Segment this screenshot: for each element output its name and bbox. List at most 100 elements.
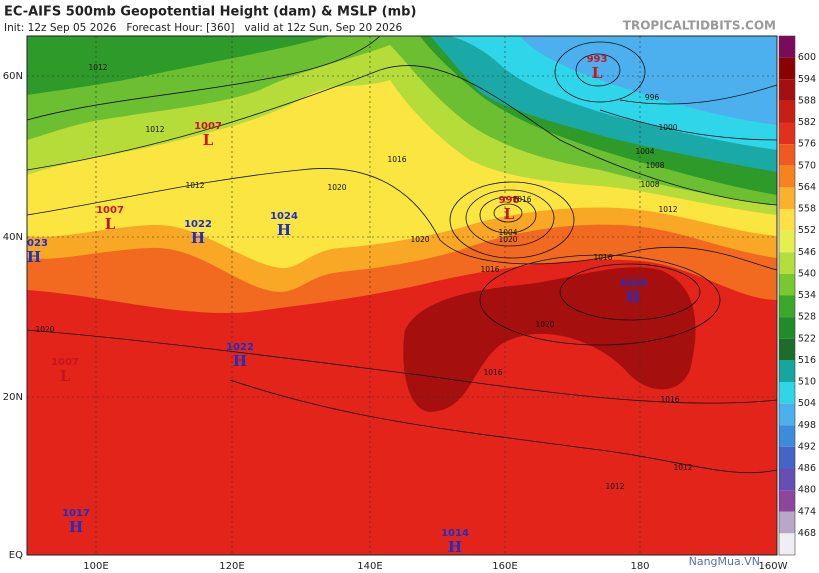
colorbar-swatch (779, 511, 795, 534)
colorbar-label: 558 (798, 204, 816, 215)
isobar (559, 263, 701, 321)
colorbar-label: 474 (798, 506, 816, 517)
isobar (619, 84, 777, 105)
isobar (479, 254, 721, 346)
colorbar-swatch (779, 295, 795, 318)
colorbar-label: 564 (798, 182, 816, 193)
isobar (27, 168, 777, 271)
isobar-label: 1012 (145, 125, 164, 134)
pressure-value: 1007 (194, 121, 222, 132)
isobar (479, 196, 537, 234)
isobar-label: 1016 (480, 265, 499, 274)
pressure-letter: L (592, 64, 603, 82)
colorbar-swatch (779, 209, 795, 231)
isobar-label: 1012 (673, 463, 692, 472)
pressure-value: 1029 (619, 278, 647, 289)
colorbar-swatch (779, 230, 795, 253)
pressure-letter: H (233, 352, 247, 370)
isobar-label: 1012 (658, 205, 677, 214)
isobar (27, 36, 381, 121)
pressure-value: 1022 (184, 219, 212, 230)
colorbar-frame (778, 35, 796, 556)
colorbar-label: 588 (798, 95, 816, 106)
colorbar-label: 546 (798, 247, 816, 258)
isobar-label: 1016 (512, 195, 531, 204)
colorbar-label: 552 (798, 225, 816, 236)
pressure-value: 1022 (226, 342, 254, 353)
colorbar-swatch (779, 187, 795, 209)
isobar-label: 1004 (635, 147, 654, 156)
isobar-label: 1008 (645, 161, 664, 170)
pressure-value: 993 (587, 54, 608, 65)
title: EC-AIFS 500mb Geopotential Height (dam) … (4, 5, 416, 20)
colorbar-swatch (779, 360, 795, 382)
colorbar-label: 498 (798, 420, 816, 431)
colorbar-swatch (779, 57, 795, 80)
colorbar-label: 510 (798, 377, 816, 388)
pressure-letter: L (504, 205, 515, 223)
isobars (27, 36, 777, 474)
isobar-label: 1000 (658, 123, 677, 132)
isobar-label: 1020 (498, 235, 517, 244)
grid (27, 36, 777, 555)
pressure-letter: H (191, 229, 205, 247)
pressure-letter: H (277, 221, 291, 239)
longitude-label: 180 (630, 561, 649, 572)
colorbar-label: 570 (798, 160, 816, 171)
colorbar-label: 600 (798, 52, 816, 63)
colorbar-label: 468 (798, 528, 816, 539)
isobar-label: 1016 (483, 368, 502, 377)
isobar (449, 181, 575, 259)
colorbar-label: 516 (798, 355, 816, 366)
latitude-label: 60N (3, 71, 23, 82)
colorbar-swatch (779, 425, 795, 447)
isobar (27, 329, 777, 404)
pressure-value: 1023 (20, 238, 48, 249)
source: TROPICALTIDBITS.COM (623, 19, 776, 33)
colorbar-swatch (779, 403, 795, 426)
colorbar-swatch (779, 165, 795, 188)
longitude-label: 140E (357, 561, 382, 572)
map-frame (26, 35, 778, 556)
isobar-label: 1016 (387, 155, 406, 164)
isobar-label: 1012 (88, 63, 107, 72)
colorbar-swatch (779, 490, 795, 512)
colorbar-label: 492 (798, 441, 816, 452)
colorbar: 600 594 588 582 576 570 564 558 552 546 540 534 528 5… (778, 35, 816, 556)
isobar (493, 203, 523, 223)
colorbar-swatch (779, 468, 795, 491)
isobar-label: 1004 (498, 228, 517, 237)
latitude-label: EQ (9, 550, 23, 561)
isobar-label: 1012 (605, 482, 624, 491)
colorbar-swatch (779, 338, 795, 361)
longitude-label: 100E (83, 561, 108, 572)
longitude-label: 160W (759, 561, 788, 572)
pressure-letter: L (203, 131, 214, 149)
latitude-label: 20N (3, 392, 23, 403)
longitude-label: 120E (219, 561, 244, 572)
latitude-label: 40N (3, 232, 23, 243)
pressure-value: 996 (499, 195, 520, 206)
colorbar-label: 576 (798, 139, 816, 150)
pressure-letter: H (626, 288, 640, 306)
colorbar-label: 522 (798, 333, 816, 344)
colorbar-swatch (779, 36, 795, 58)
isobar-label: 1016 (660, 395, 679, 404)
isobar (575, 53, 621, 87)
colorbar-swatch (779, 144, 795, 166)
colorbar-label: 594 (798, 74, 816, 85)
isobar (27, 65, 777, 206)
isobar (229, 379, 777, 474)
colorbar-label: 582 (798, 117, 816, 128)
colorbar-label: 534 (798, 290, 816, 301)
colorbar-swatch (779, 446, 795, 469)
colorbar-label: 480 (798, 485, 816, 496)
colorbar-label: 528 (798, 312, 816, 323)
height-band (403, 267, 696, 412)
colorbar-swatch (779, 382, 795, 404)
isobar-label: 996 (645, 93, 660, 102)
colorbar-swatch (779, 122, 795, 145)
